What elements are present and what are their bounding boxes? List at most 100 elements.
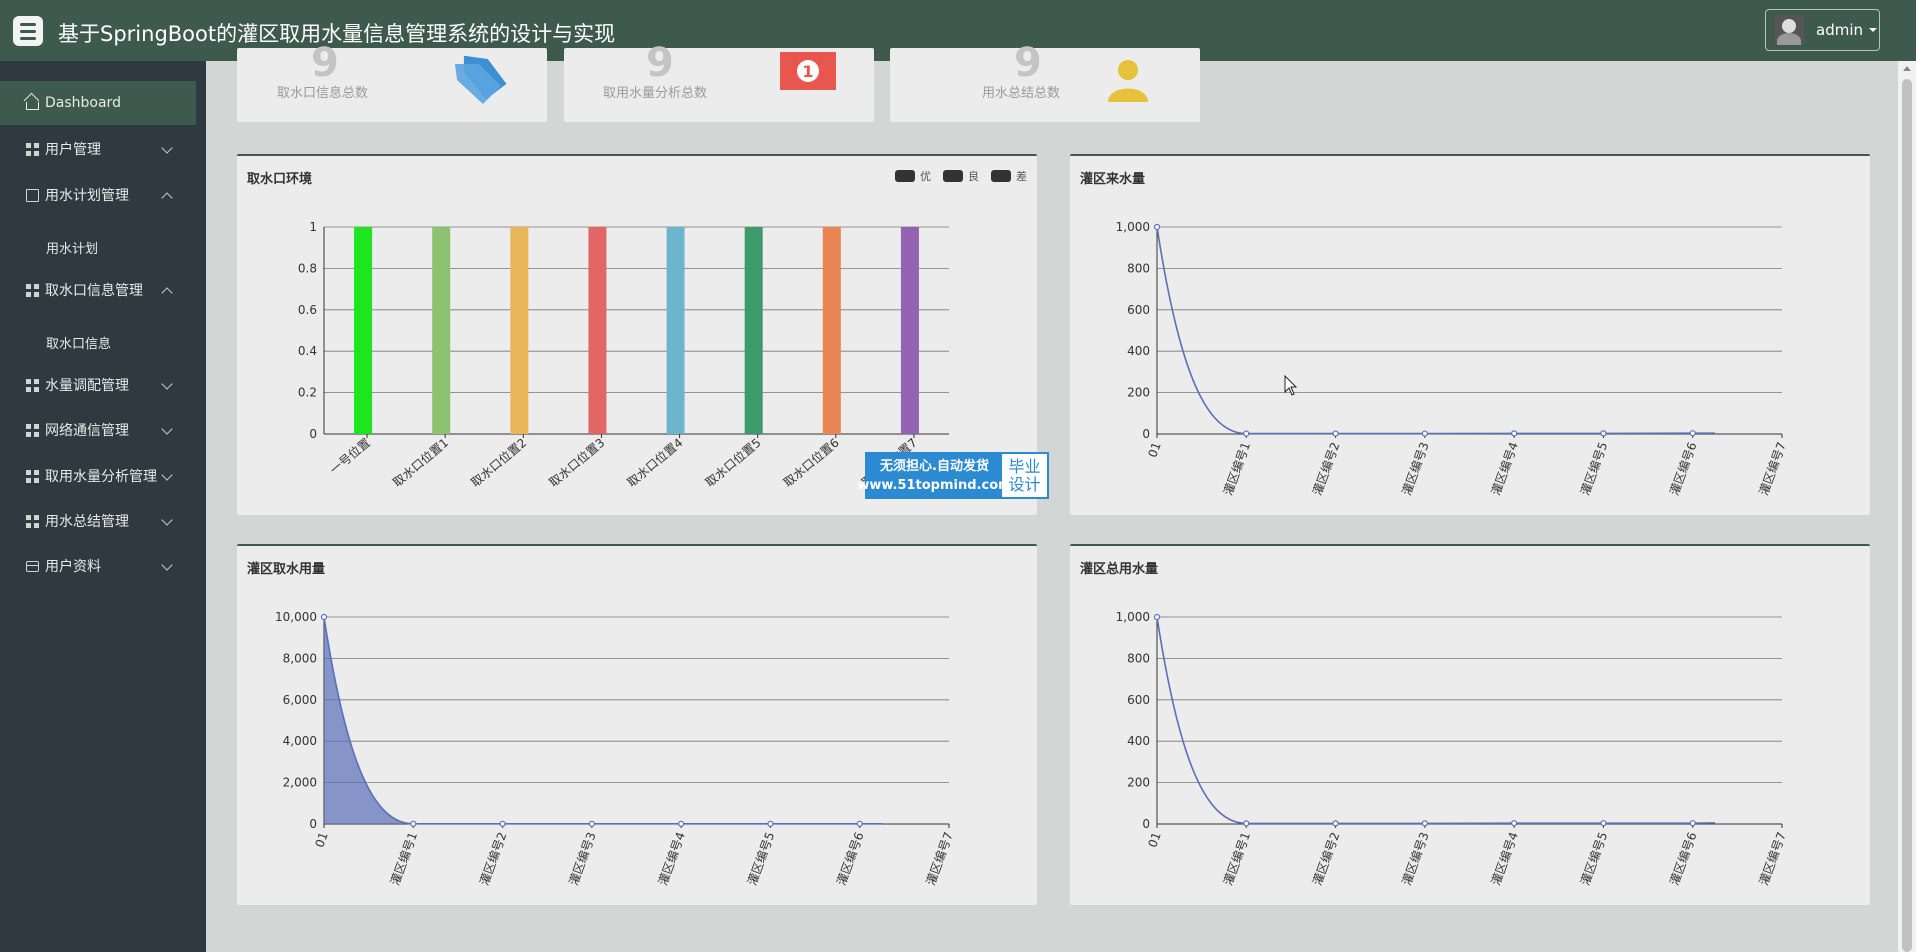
x-tick-label: 灌区编号3 (566, 830, 599, 887)
y-tick-label: 400 (1127, 344, 1150, 358)
sidebar-item-label: 取水口信息管理 (45, 283, 143, 299)
sidebar-item-label: 用户资料 (45, 559, 101, 575)
grid-icon (26, 378, 39, 392)
menu-toggle-button[interactable] (13, 16, 43, 46)
data-point (678, 820, 685, 827)
x-tick-label: 灌区编号3 (1399, 440, 1432, 497)
x-tick-label: 灌区编号2 (1309, 830, 1342, 887)
y-tick-label: 0 (309, 817, 317, 831)
data-point (499, 820, 506, 827)
scrollbar-thumb[interactable] (1902, 79, 1912, 952)
data-point (1421, 820, 1428, 827)
x-tick-label: 灌区编号2 (1309, 440, 1342, 497)
svg-text:1: 1 (802, 62, 813, 81)
x-tick-label: 灌区编号4 (655, 830, 688, 887)
chevron-down-icon (161, 469, 173, 481)
y-tick-label: 6,000 (283, 693, 317, 707)
y-tick-label: 600 (1127, 303, 1150, 317)
x-tick-label: 灌区编号1 (1220, 830, 1253, 887)
sidebar-item-user-management[interactable]: 用户管理 (0, 127, 196, 171)
chart-title: 取水口环境 (247, 172, 313, 187)
x-tick-label: 取水口位置1 (390, 435, 451, 490)
sidebar-item-water-usage-analysis[interactable]: 取用水量分析管理 (0, 454, 196, 498)
data-point (1243, 820, 1250, 827)
x-tick-label: 灌区编号1 (387, 830, 420, 887)
stat-value: 9 (646, 40, 674, 86)
chevron-up-icon (161, 192, 173, 204)
y-tick-label: 0 (309, 427, 317, 441)
tag-icon (455, 56, 507, 104)
sidebar-item-water-plan-management[interactable]: 用水计划管理 (0, 173, 196, 217)
x-tick-label: 一号位置 (327, 435, 373, 477)
series-line (1156, 226, 1716, 435)
y-tick-label: 0.4 (298, 344, 317, 358)
data-point (1689, 820, 1696, 827)
legend-label: 差 (1016, 170, 1027, 183)
y-tick-label: 0 (1142, 427, 1150, 441)
sidebar-item-intake-info-management[interactable]: 取水口信息管理 (0, 268, 196, 312)
line-chart: 0 200 400 600 800 1,000 01 灌区编号1 灌区编号2 灌区编号3 灌区编号4… (1116, 220, 1789, 497)
x-tick-label: 01 (1145, 440, 1163, 459)
y-tick-label: 800 (1127, 261, 1150, 275)
data-point (767, 820, 774, 827)
x-tick-label: 灌区编号5 (1577, 440, 1610, 497)
scroll-up-icon[interactable] (1903, 66, 1911, 71)
legend-swatch[interactable] (895, 170, 915, 182)
sidebar-subitem-water-plan[interactable]: 用水计划 (46, 241, 99, 257)
y-tick-label: 10,000 (275, 610, 317, 624)
watermark-text: 设计 (1008, 474, 1041, 494)
stat-card-intake-info: 9 取水口信息总数 (237, 40, 547, 122)
y-tick-label: 200 (1127, 386, 1150, 400)
data-point (1689, 430, 1696, 437)
x-tick-label: 取水口位置5 (702, 435, 763, 490)
legend-swatch[interactable] (943, 170, 963, 182)
id-card-icon (26, 560, 39, 572)
file-icon (26, 188, 39, 202)
sidebar-item-user-profile[interactable]: 用户资料 (0, 544, 196, 588)
x-tick-label: 取水口位置2 (468, 435, 529, 490)
stat-label: 取水口信息总数 (277, 86, 369, 101)
vertical-scrollbar[interactable] (1898, 61, 1916, 952)
x-tick-label: 灌区编号5 (744, 830, 777, 887)
y-tick-label: 800 (1127, 651, 1150, 665)
sidebar-item-network-communication[interactable]: 网络通信管理 (0, 408, 196, 452)
grid-icon (26, 283, 39, 297)
legend-label: 良 (968, 170, 979, 183)
stat-card-water-analysis: 9 取用水量分析总数 1 (564, 40, 874, 122)
caret-down-icon (1869, 28, 1877, 32)
y-tick-label: 400 (1127, 734, 1150, 748)
user-menu-button[interactable]: admin (1765, 9, 1880, 51)
x-tick-label: 灌区编号6 (833, 830, 866, 887)
x-tick-label: 灌区编号1 (1220, 440, 1253, 497)
chart-panel-total-water-use: 灌区总用水量 0 200 400 600 800 1,000 01 灌区编号1 灌区编号2 灌区编… (1070, 544, 1870, 905)
sidebar-item-dashboard[interactable]: Dashboard (0, 81, 196, 125)
x-tick-label: 01 (1145, 830, 1163, 849)
sidebar-item-label: 用户管理 (45, 142, 101, 158)
data-point (1243, 430, 1250, 437)
legend-label: 优 (920, 170, 931, 183)
bar-chart: 0 0.2 0.4 0.6 0.8 1 一号位置 取水口位置1 取水口位置2 取水口位置3 取水口位… (298, 220, 949, 490)
money-icon: 1 (780, 52, 836, 90)
chart-panel-water-intake: 灌区取水用量 0 2,000 4,000 6,000 8,000 10,000 01 灌区编号… (237, 544, 1037, 905)
y-tick-label: 8,000 (283, 651, 317, 665)
line-chart: 0 200 400 600 800 1,000 01 灌区编号1 灌区编号2 灌区编号3 灌区编号4… (1116, 610, 1789, 887)
y-tick-label: 1 (309, 220, 317, 234)
x-tick-label: 灌区编号7 (1756, 830, 1789, 887)
sidebar-subitem-intake-info[interactable]: 取水口信息 (46, 336, 112, 352)
sidebar-item-water-summary[interactable]: 用水总结管理 (0, 499, 196, 543)
legend-swatch[interactable] (991, 170, 1011, 182)
data-point (1511, 820, 1518, 827)
y-tick-label: 200 (1127, 776, 1150, 790)
sidebar-item-water-allocation[interactable]: 水量调配管理 (0, 363, 196, 407)
data-point (1332, 430, 1339, 437)
y-tick-label: 600 (1127, 693, 1150, 707)
x-tick-label: 灌区编号4 (1488, 830, 1521, 887)
y-tick-label: 1,000 (1116, 610, 1150, 624)
x-tick-label: 灌区编号3 (1399, 830, 1432, 887)
app-title: 基于SpringBoot的灌区取用水量信息管理系统的设计与实现 (58, 22, 616, 46)
y-tick-label: 1,000 (1116, 220, 1150, 234)
data-point (1153, 613, 1161, 621)
x-tick-label: 灌区编号6 (1666, 830, 1699, 887)
stat-value: 9 (311, 40, 339, 86)
data-point (1153, 223, 1161, 231)
